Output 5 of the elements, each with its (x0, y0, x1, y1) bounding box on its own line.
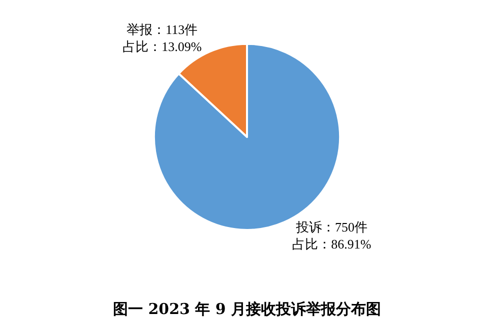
text: 图一 2023 年 9 月接收投诉举报分布图 (113, 300, 382, 318)
data-label: 占比：86.91% (292, 236, 372, 252)
data-label: 占比：13.09% (122, 39, 202, 54)
slice-label: 投诉：750件 (294, 220, 368, 235)
slice-label: 举报：113件 (126, 22, 198, 38)
